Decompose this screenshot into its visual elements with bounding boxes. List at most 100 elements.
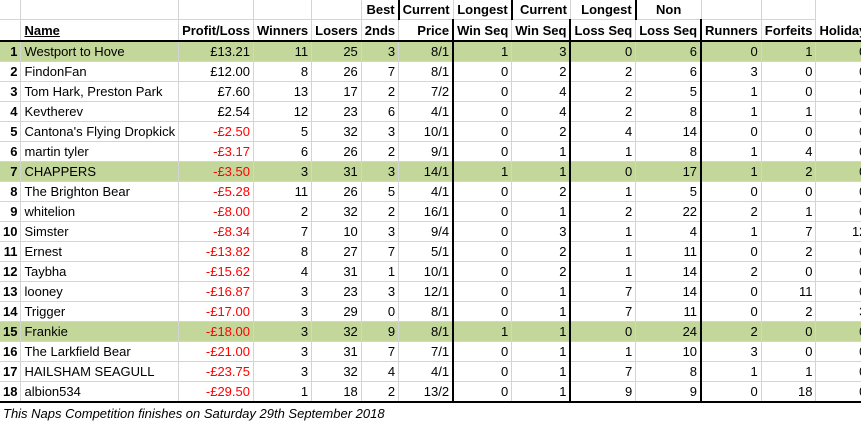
name-cell[interactable]: Cantona's Flying Dropkick bbox=[20, 121, 180, 142]
losers-cell[interactable]: 23 bbox=[311, 101, 362, 122]
header-profit-loss[interactable]: Profit/Loss bbox=[178, 19, 254, 42]
profit-loss-cell[interactable]: -£3.50 bbox=[178, 161, 254, 182]
name-cell[interactable]: Kevtherev bbox=[20, 101, 180, 122]
best-price-cell[interactable]: 7/2 bbox=[398, 81, 454, 102]
profit-loss-cell[interactable]: £2.54 bbox=[178, 101, 254, 122]
profit-loss-cell[interactable]: -£8.34 bbox=[178, 221, 254, 242]
losers-cell[interactable]: 29 bbox=[311, 301, 362, 322]
current-loss-seq-cell[interactable]: 7 bbox=[570, 281, 637, 302]
holiday-cell[interactable]: 0 bbox=[815, 321, 861, 342]
holiday-cell[interactable]: 0 bbox=[815, 341, 861, 362]
winners-cell[interactable]: 7 bbox=[253, 221, 313, 242]
best-price-cell[interactable]: 8/1 bbox=[398, 321, 454, 342]
losers-cell[interactable]: 17 bbox=[311, 81, 362, 102]
seconds-cell[interactable]: 3 bbox=[361, 121, 400, 142]
longest-win-seq-cell[interactable]: 2 bbox=[511, 241, 572, 262]
rank-cell[interactable]: 17 bbox=[0, 361, 22, 382]
rank-cell[interactable]: 10 bbox=[0, 221, 22, 242]
best-price-cell[interactable]: 8/1 bbox=[398, 61, 454, 82]
best-price-cell[interactable]: 14/1 bbox=[398, 161, 454, 182]
name-cell[interactable]: Frankie bbox=[20, 321, 180, 342]
seconds-cell[interactable]: 3 bbox=[361, 281, 400, 302]
seconds-cell[interactable]: 9 bbox=[361, 321, 400, 342]
winners-cell[interactable]: 13 bbox=[253, 81, 313, 102]
name-cell[interactable]: Trigger bbox=[20, 301, 180, 322]
name-cell[interactable]: FindonFan bbox=[20, 61, 180, 82]
longest-loss-seq-cell[interactable]: 14 bbox=[635, 121, 703, 142]
current-win-seq-cell[interactable]: 0 bbox=[452, 81, 513, 102]
seconds-cell[interactable]: 1 bbox=[361, 261, 400, 282]
seconds-cell[interactable]: 0 bbox=[361, 301, 400, 322]
longest-loss-seq-cell[interactable]: 11 bbox=[635, 301, 703, 322]
best-price-cell[interactable]: 9/4 bbox=[398, 221, 454, 242]
losers-cell[interactable]: 26 bbox=[311, 141, 362, 162]
non-runners-cell[interactable]: 0 bbox=[701, 241, 762, 262]
non-runners-cell[interactable]: 3 bbox=[701, 61, 762, 82]
longest-win-seq-cell[interactable]: 1 bbox=[511, 341, 572, 362]
rank-cell[interactable]: 8 bbox=[0, 181, 22, 202]
winners-cell[interactable]: 4 bbox=[253, 261, 313, 282]
profit-loss-cell[interactable]: -£29.50 bbox=[178, 381, 254, 403]
seconds-cell[interactable]: 6 bbox=[361, 101, 400, 122]
profit-loss-cell[interactable]: -£15.62 bbox=[178, 261, 254, 282]
longest-win-seq-cell[interactable]: 3 bbox=[511, 221, 572, 242]
longest-win-seq-cell[interactable]: 4 bbox=[511, 101, 572, 122]
current-win-seq-cell[interactable]: 0 bbox=[452, 341, 513, 362]
seconds-cell[interactable]: 5 bbox=[361, 181, 400, 202]
seconds-cell[interactable]: 2 bbox=[361, 201, 400, 222]
longest-loss-seq-cell[interactable]: 11 bbox=[635, 241, 703, 262]
rank-cell[interactable]: 18 bbox=[0, 381, 22, 403]
longest-loss-seq-cell[interactable]: 14 bbox=[635, 261, 703, 282]
best-price-cell[interactable]: 12/1 bbox=[398, 281, 454, 302]
holiday-cell[interactable]: 0 bbox=[815, 121, 861, 142]
current-loss-seq-cell[interactable]: 1 bbox=[570, 241, 637, 262]
best-price-cell[interactable]: 4/1 bbox=[398, 181, 454, 202]
forfeits-cell[interactable]: 0 bbox=[761, 81, 817, 102]
current-win-seq-cell[interactable]: 0 bbox=[452, 381, 513, 403]
longest-win-seq-cell[interactable]: 1 bbox=[511, 201, 572, 222]
rank-cell[interactable]: 15 bbox=[0, 321, 22, 342]
non-runners-cell[interactable]: 0 bbox=[701, 381, 762, 403]
holiday-cell[interactable]: 0 bbox=[815, 241, 861, 262]
winners-cell[interactable]: 3 bbox=[253, 301, 313, 322]
longest-loss-seq-cell[interactable]: 14 bbox=[635, 281, 703, 302]
longest-loss-seq-cell[interactable]: 6 bbox=[635, 41, 703, 62]
longest-loss-seq-cell[interactable]: 8 bbox=[635, 361, 703, 382]
name-cell[interactable]: The Brighton Bear bbox=[20, 181, 180, 202]
non-runners-cell[interactable]: 3 bbox=[701, 341, 762, 362]
winners-cell[interactable]: 11 bbox=[253, 41, 313, 62]
rank-cell[interactable]: 11 bbox=[0, 241, 22, 262]
seconds-cell[interactable]: 7 bbox=[361, 61, 400, 82]
header-longest-win-seq[interactable]: Win Seq bbox=[511, 19, 572, 42]
losers-cell[interactable]: 31 bbox=[311, 341, 362, 362]
best-price-cell[interactable]: 8/1 bbox=[398, 41, 454, 62]
longest-loss-seq-cell[interactable]: 8 bbox=[635, 141, 703, 162]
forfeits-cell[interactable]: 0 bbox=[761, 121, 817, 142]
rank-cell[interactable]: 7 bbox=[0, 161, 22, 182]
non-runners-cell[interactable]: 0 bbox=[701, 121, 762, 142]
forfeits-cell[interactable]: 0 bbox=[761, 321, 817, 342]
current-win-seq-cell[interactable]: 0 bbox=[452, 281, 513, 302]
longest-win-seq-cell[interactable]: 1 bbox=[511, 141, 572, 162]
holiday-cell[interactable]: 0 bbox=[815, 161, 861, 182]
rank-cell[interactable]: 14 bbox=[0, 301, 22, 322]
holiday-cell[interactable]: 0 bbox=[815, 101, 861, 122]
winners-cell[interactable]: 11 bbox=[253, 181, 313, 202]
forfeits-cell[interactable]: 0 bbox=[761, 61, 817, 82]
seconds-cell[interactable]: 7 bbox=[361, 241, 400, 262]
non-runners-cell[interactable]: 1 bbox=[701, 361, 762, 382]
rank-cell[interactable]: 3 bbox=[0, 81, 22, 102]
longest-loss-seq-cell[interactable]: 22 bbox=[635, 201, 703, 222]
name-cell[interactable]: Ernest bbox=[20, 241, 180, 262]
forfeits-cell[interactable]: 1 bbox=[761, 361, 817, 382]
forfeits-cell[interactable]: 7 bbox=[761, 221, 817, 242]
forfeits-cell[interactable]: 2 bbox=[761, 161, 817, 182]
profit-loss-cell[interactable]: -£8.00 bbox=[178, 201, 254, 222]
losers-cell[interactable]: 25 bbox=[311, 41, 362, 62]
header-losers[interactable]: Losers bbox=[311, 19, 362, 42]
current-loss-seq-cell[interactable]: 1 bbox=[570, 221, 637, 242]
non-runners-cell[interactable]: 1 bbox=[701, 221, 762, 242]
profit-loss-cell[interactable]: £7.60 bbox=[178, 81, 254, 102]
profit-loss-cell[interactable]: -£2.50 bbox=[178, 121, 254, 142]
rank-cell[interactable]: 6 bbox=[0, 141, 22, 162]
